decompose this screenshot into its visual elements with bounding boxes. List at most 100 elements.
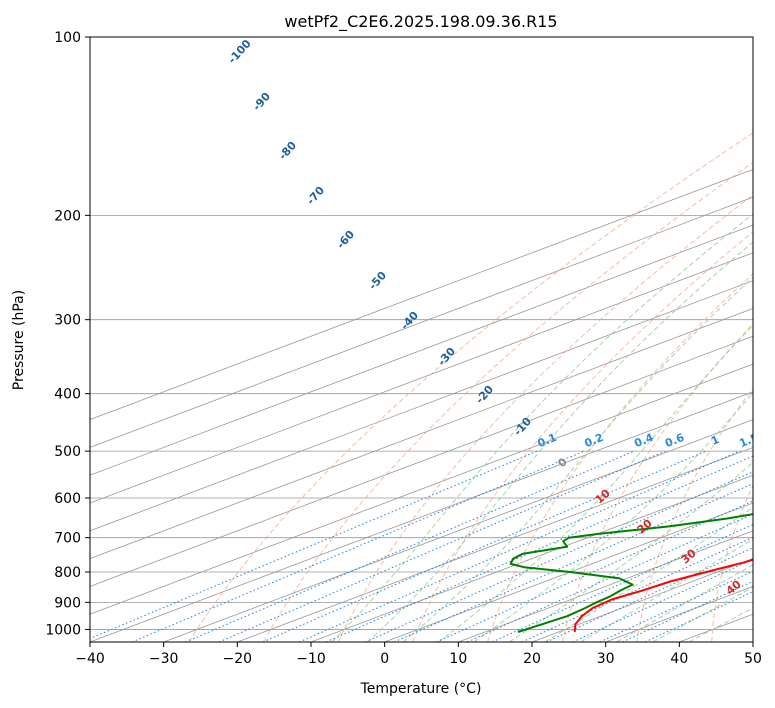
mixing-ratio-label: 1.5 (737, 431, 760, 450)
isotherm-line (90, 280, 753, 532)
mixing-ratio-line (262, 450, 706, 642)
moist-adiabat-label: -100 (226, 37, 254, 66)
x-tick-label: −10 (296, 651, 326, 667)
line-labels: 0.10.20.40.611.52346810131620253036-100-… (226, 37, 775, 598)
moist-adiabat-line (402, 276, 753, 642)
moist-adiabat-line (438, 324, 753, 642)
x-tick-label: −40 (75, 651, 105, 667)
moist-adiabat-line (616, 564, 753, 642)
isotherm-line (90, 196, 753, 448)
dewpoint-profile-line (509, 513, 753, 633)
y-tick-label: 800 (54, 565, 81, 581)
mixing-ratio-line (185, 450, 635, 642)
dry-adiabat-line (487, 273, 753, 642)
mixing-ratio-label: 2 (768, 433, 775, 448)
moist-adiabat-line (544, 506, 753, 642)
mixing-ratio-label: 0.6 (663, 431, 686, 450)
x-tick-label: 50 (744, 651, 762, 667)
y-tick-label: 600 (54, 491, 81, 507)
dry-adiabat-line (263, 161, 753, 642)
plot-frame (89, 36, 754, 643)
isotherm-line (384, 502, 753, 642)
x-tick-label: 30 (597, 651, 615, 667)
moist-adiabat-label: -10 (511, 415, 534, 439)
y-axis-ticks: 100 200 300 400 500 600 700 800 900 1000 (45, 30, 90, 638)
x-axis-ticks: −40 −30 −20 −10 0 10 20 30 40 50 (75, 642, 762, 667)
moist-adiabat-line (688, 607, 753, 642)
dry-adiabat-line (337, 194, 753, 642)
profile-series (509, 513, 753, 633)
isotherm-line (752, 641, 753, 642)
dry-adiabat-line (188, 132, 753, 642)
chart-title: wetPf2_C2E6.2025.198.09.36.R15 (284, 12, 557, 32)
mixing-ratio-label: 1 (709, 433, 721, 448)
x-tick-label: 40 (670, 651, 688, 667)
isotherm-line (90, 252, 753, 504)
dry-adiabat-label: 40 (724, 577, 744, 597)
moist-adiabat-label: -40 (398, 309, 421, 333)
isotherm-line (458, 530, 753, 642)
temperature-profile-line (573, 558, 753, 633)
y-tick-label: 400 (54, 387, 81, 403)
mixing-ratio-line (131, 450, 585, 642)
isotherm-line (310, 474, 753, 642)
y-tick-label: 1000 (45, 622, 81, 638)
isotherm-line (163, 419, 753, 642)
mixing-ratio-line (393, 483, 753, 642)
isotherm-line (90, 168, 753, 421)
x-tick-label: −30 (149, 651, 179, 667)
moist-adiabat-label: -50 (366, 269, 389, 293)
moist-adiabat-label: -30 (435, 345, 458, 369)
y-tick-label: 700 (54, 531, 81, 547)
y-tick-label: 300 (54, 313, 81, 329)
y-tick-label: 900 (54, 595, 81, 611)
mixing-ratio-line (546, 547, 753, 642)
moist-adiabat-label: -80 (276, 139, 299, 163)
mixing-ratio-label: 0.4 (632, 431, 655, 450)
background-lines (90, 37, 753, 642)
mixing-ratio-line (218, 450, 666, 642)
dry-adiabat-line (636, 387, 753, 642)
mixing-ratio-line (644, 590, 753, 642)
dry-adiabat-line (561, 323, 753, 642)
y-tick-label: 200 (54, 208, 81, 224)
mixing-ratio-line (572, 558, 753, 642)
y-tick-label: 100 (54, 30, 81, 46)
mixing-ratio-line (90, 450, 538, 640)
dry-adiabat-line (412, 231, 753, 642)
mixing-ratio-line (492, 523, 753, 642)
isotherm-line (90, 224, 753, 476)
moist-adiabat-line (509, 461, 753, 642)
moist-adiabat-line (367, 241, 753, 642)
mixing-ratio-line (622, 580, 753, 642)
moist-adiabat-label: -90 (250, 90, 273, 114)
x-axis-label: Temperature (°C) (360, 681, 482, 697)
mixing-ratio-line (599, 570, 753, 642)
moist-adiabat-line (580, 538, 753, 642)
moist-adiabat-line (331, 213, 753, 642)
dry-adiabat-label: 30 (679, 546, 699, 566)
isotherm-line (237, 446, 753, 642)
x-tick-label: 10 (449, 651, 467, 667)
isotherm-line (90, 335, 753, 587)
dry-adiabat-line (711, 484, 753, 642)
moist-adiabat-label: -60 (334, 228, 357, 252)
x-tick-label: 20 (523, 651, 541, 667)
mixing-ratio-line (467, 513, 753, 642)
isotherm-line (90, 363, 753, 615)
mixing-ratio-line (436, 500, 753, 642)
dry-adiabat-label: 10 (593, 486, 613, 506)
moist-adiabat-label: -20 (473, 383, 496, 407)
y-axis-label: Pressure (hPa) (11, 290, 27, 390)
mixing-ratio-line (325, 455, 753, 642)
x-tick-label: −20 (223, 651, 253, 667)
y-tick-label: 500 (54, 444, 81, 460)
x-tick-label: 0 (380, 651, 389, 667)
moist-adiabat-label: -70 (304, 184, 327, 208)
dry-adiabat-label: 20 (635, 516, 655, 536)
isotherm-line (90, 391, 753, 642)
mixing-ratio-line (521, 536, 753, 642)
isotherm-line (90, 307, 753, 560)
mixing-ratio-line (365, 471, 753, 642)
